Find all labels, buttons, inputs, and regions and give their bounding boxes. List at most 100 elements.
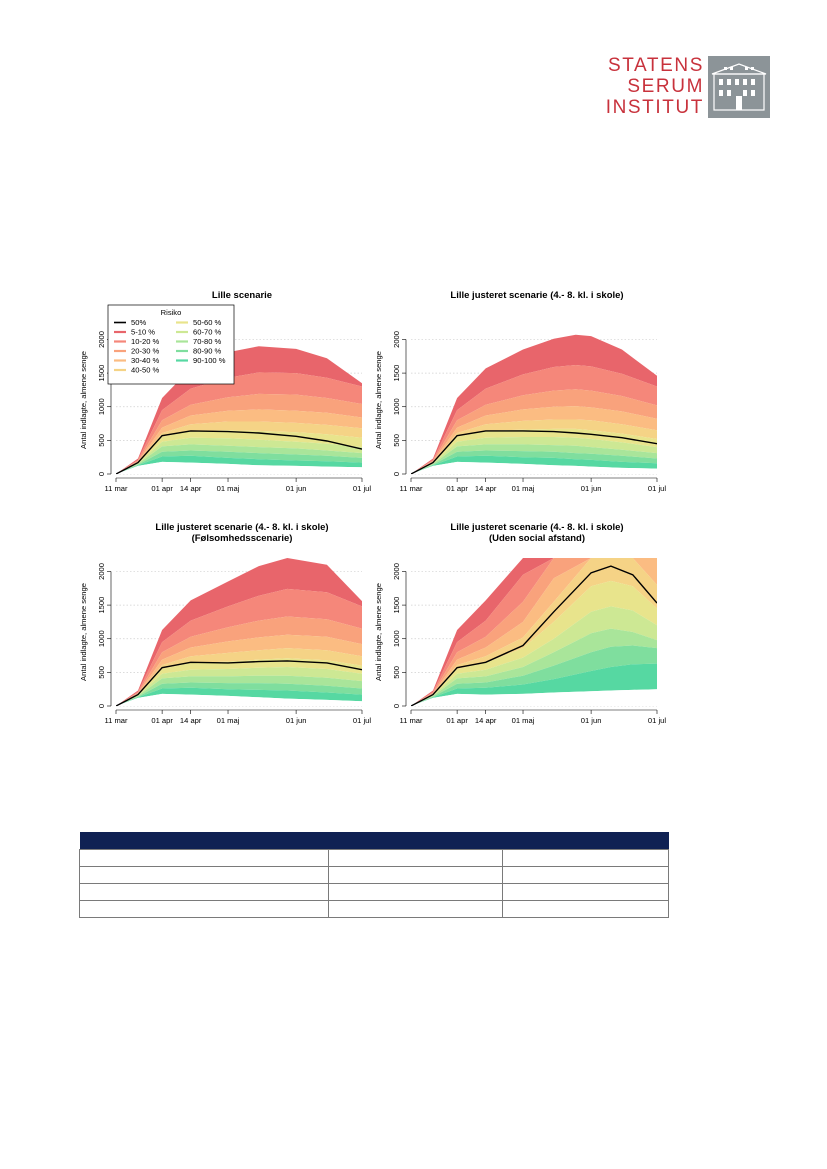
legend-label: 5-10 % (131, 328, 155, 337)
risk-band-6 (116, 421, 362, 474)
y-tick-label: 2000 (392, 331, 401, 348)
risk-band-8 (116, 393, 362, 474)
y-tick-label: 2000 (97, 331, 106, 348)
table-cell (502, 883, 669, 901)
chart-title: Lille justeret scenarie (4.- 8. kl. i sk… (450, 522, 623, 533)
risk-band-1 (116, 455, 362, 474)
risk-band-7 (116, 409, 362, 474)
legend-label: 90-100 % (193, 356, 226, 365)
median-line (116, 660, 362, 706)
chart-subtitle: (Følsomhedsscenarie) (192, 533, 293, 544)
risk-band-1 (116, 687, 362, 706)
risk-band-9 (116, 372, 362, 474)
y-axis-label: Antal indlagte, almene senge (374, 351, 383, 449)
x-tick-label: 11 mar (104, 716, 128, 725)
risk-band-4 (116, 667, 362, 706)
median-line (116, 430, 362, 474)
y-tick-label: 500 (392, 666, 401, 679)
risk-band-8 (411, 389, 657, 474)
risk-band-2 (116, 450, 362, 474)
y-axis-label: Antal indlagte, almene senge (374, 583, 383, 681)
legend-label: 30-40 % (131, 356, 160, 365)
table-cell (79, 883, 329, 901)
x-tick-label: 01 jul (648, 484, 666, 493)
risk-band-6 (116, 648, 362, 706)
chart-lille-scenarie: Lille scenarie 0 500 1000 1500 2000 11 mar 01 a… (79, 290, 371, 493)
results-table (79, 832, 669, 918)
risk-band-7 (116, 634, 362, 706)
x-tick-label: 01 apr (446, 484, 468, 493)
chart-title: Lille scenarie (212, 290, 272, 301)
risk-band-4 (411, 606, 657, 706)
table-cell (327, 849, 504, 867)
logo-line-2: SERUM (627, 76, 704, 97)
table-cell (502, 866, 669, 884)
y-tick-label: 1500 (97, 597, 106, 614)
y-tick-label: 1500 (392, 597, 401, 614)
risk-band-10 (411, 558, 657, 706)
x-tick-label: 11 mar (399, 484, 423, 493)
risk-band-base (411, 689, 657, 706)
table-header-cell (328, 832, 503, 850)
y-tick-label: 1500 (97, 365, 106, 382)
chart-lille-justeret: Lille justeret scenarie (4.- 8. kl. i sk… (374, 290, 666, 493)
risk-band-3 (116, 444, 362, 474)
median-line (411, 565, 657, 706)
y-tick-label: 1000 (392, 398, 401, 415)
ssi-logo: STATENS SERUM INSTITUT (600, 54, 772, 118)
legend-label: 20-30 % (131, 347, 160, 356)
table-cell (79, 849, 329, 867)
risk-band-3 (116, 675, 362, 706)
risk-band-8 (411, 558, 657, 706)
x-tick-label: 11 mar (399, 716, 423, 725)
median-line (411, 430, 657, 474)
risk-band-5 (411, 580, 657, 706)
risk-band-10 (116, 558, 362, 706)
risk-bands (411, 558, 657, 706)
risk-band-2 (116, 682, 362, 706)
x-tick-label: 01 jun (286, 716, 307, 725)
legend: Risiko 50%5-10 %10-20 %20-30 %30-40 %40-5… (107, 304, 235, 385)
risk-band-3 (411, 628, 657, 706)
legend-label: 40-50 % (131, 366, 160, 375)
logo-line-1: STATENS (607, 55, 704, 76)
x-tick-label: 01 jun (581, 716, 602, 725)
risk-band-9 (411, 365, 657, 474)
x-tick-label: 01 apr (151, 716, 173, 725)
risk-band-3 (411, 444, 657, 474)
x-tick-label: 14 apr (475, 484, 497, 493)
y-tick-label: 0 (97, 472, 106, 476)
risk-band-6 (411, 558, 657, 706)
risk-band-base (411, 461, 657, 474)
risk-band-8 (116, 616, 362, 706)
x-tick-label: 01 maj (217, 716, 240, 725)
building-icon (708, 56, 770, 118)
risk-band-2 (411, 645, 657, 706)
y-tick-label: 1000 (97, 630, 106, 647)
chart-subtitle: (Uden social afstand) (489, 533, 585, 544)
x-tick-label: 01 maj (512, 716, 535, 725)
risk-band-1 (411, 663, 657, 706)
table-cell (79, 900, 329, 918)
x-tick-label: 01 maj (217, 484, 240, 493)
table-row (79, 900, 669, 918)
risk-band-7 (411, 406, 657, 474)
legend-label: 50-60 % (193, 318, 222, 327)
chart-panel-4: Lille justeret scenarie (4.- 8. kl. i sk… (371, 516, 671, 738)
x-tick-label: 01 jul (353, 484, 371, 493)
y-tick-label: 1500 (392, 365, 401, 382)
risk-band-4 (411, 437, 657, 474)
y-tick-label: 0 (392, 472, 401, 476)
risk-band-base (116, 461, 362, 474)
x-tick-label: 01 jul (648, 716, 666, 725)
y-tick-label: 500 (97, 434, 106, 447)
legend-label: 80-90 % (193, 347, 222, 356)
x-tick-label: 14 apr (180, 716, 202, 725)
table-cell (327, 883, 504, 901)
risk-bands (116, 346, 362, 474)
chart-panel-1: Lille scenarie 0 500 1000 1500 2000 11 mar 01 a… (76, 284, 376, 506)
table-cell (79, 866, 329, 884)
legend-label: 70-80 % (193, 337, 222, 346)
y-tick-label: 500 (392, 434, 401, 447)
legend-title: Risiko (161, 308, 182, 317)
